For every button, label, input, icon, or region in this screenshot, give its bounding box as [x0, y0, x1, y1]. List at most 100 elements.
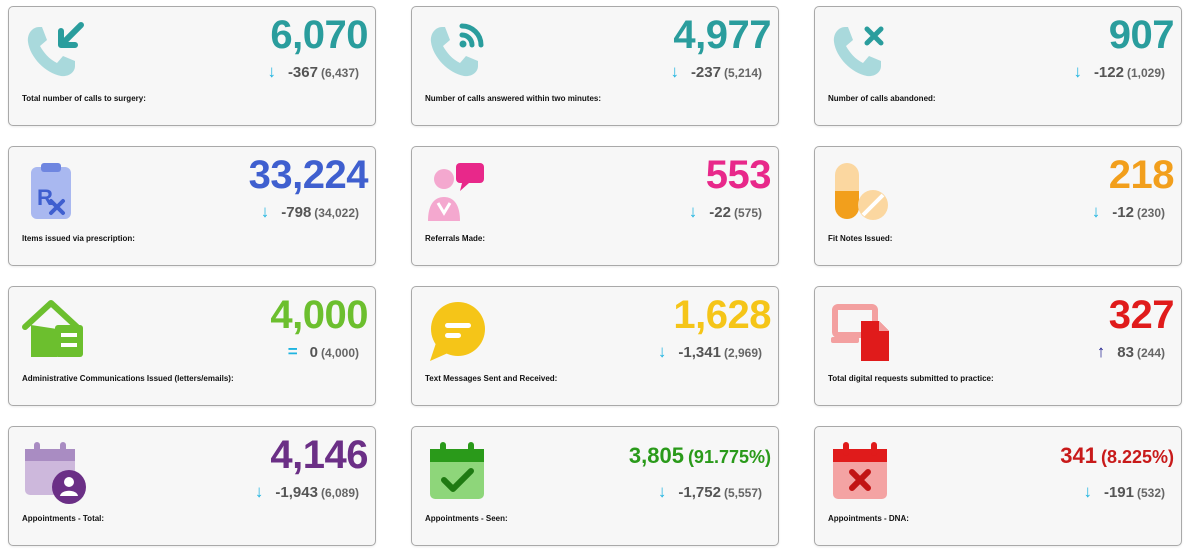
- stat-delta: ↓ -191 (532): [1083, 482, 1165, 503]
- arrow-down-icon: ↓: [260, 202, 270, 221]
- stat-change: 0: [309, 344, 318, 361]
- stat-value: 341 (8.225%): [1060, 441, 1174, 472]
- stat-label: Total digital requests submitted to prac…: [828, 374, 994, 383]
- arrow-down-icon: ↓: [657, 342, 667, 361]
- stat-delta: ↓ -798 (34,022): [261, 202, 359, 223]
- arrow-up-icon: ↑: [1096, 342, 1106, 361]
- stat-value-number: 341: [1060, 443, 1097, 468]
- stat-label: Total number of calls to surgery:: [22, 94, 146, 103]
- stat-label: Appointments - DNA:: [828, 514, 909, 523]
- stat-card-prescriptions: R 33,224 ↓ -798 (34,022) Items issued via …: [8, 146, 376, 266]
- stat-label: Administrative Communications Issued (le…: [22, 374, 234, 383]
- stat-delta: ↓ -237 (5,214): [670, 62, 762, 83]
- stat-previous: (230): [1136, 206, 1165, 220]
- stat-label: Appointments - Seen:: [425, 514, 508, 523]
- stat-change: 83: [1117, 344, 1134, 361]
- stat-delta: ↓ -1,752 (5,557): [658, 482, 762, 503]
- calendar-check-icon: [422, 435, 492, 505]
- arrow-down-icon: ↓: [688, 202, 698, 221]
- arrow-down-icon: ↓: [670, 62, 679, 81]
- calendar-cross-icon: [825, 435, 895, 505]
- stat-card-fit-notes: 218 ↓ -12 (230) Fit Notes Issued:: [814, 146, 1182, 266]
- stat-label: Number of calls abandoned:: [828, 94, 936, 103]
- stat-previous: (34,022): [314, 206, 359, 220]
- stat-value: 4,000: [270, 293, 368, 337]
- stat-delta: ↓ -22 (575): [689, 202, 762, 223]
- stat-previous: (2,969): [723, 346, 762, 360]
- stat-change: -798: [281, 204, 312, 221]
- prescription-icon: R: [19, 155, 89, 225]
- stat-card-appointments-seen: 3,805 (91.775%) ↓ -1,752 (5,557) Appointmen…: [411, 426, 779, 546]
- stat-previous: (532): [1136, 486, 1165, 500]
- stat-label: Items issued via prescription:: [22, 234, 135, 243]
- stat-value: 3,805 (91.775%): [629, 441, 771, 472]
- stat-value: 907: [1108, 13, 1175, 57]
- stat-card-text-messages: 1,628 ↓ -1,341 (2,969) Text Messages Sent …: [411, 286, 779, 406]
- arrow-down-icon: ↓: [1073, 62, 1082, 81]
- stat-change: -12: [1112, 204, 1134, 221]
- stat-label: Text Messages Sent and Received:: [425, 374, 558, 383]
- phone-incoming-icon: [19, 15, 89, 85]
- stat-previous: (5,557): [723, 486, 762, 500]
- stat-previous: (1,029): [1126, 66, 1165, 80]
- arrow-down-icon: ↓: [267, 62, 276, 81]
- stat-previous: (244): [1136, 346, 1165, 360]
- home-mail-icon: [19, 295, 89, 365]
- stat-previous: (575): [733, 206, 762, 220]
- stat-change: -1,943: [275, 484, 318, 501]
- stat-change: -1,341: [678, 344, 721, 361]
- phone-missed-icon: [825, 15, 895, 85]
- stat-previous: (5,214): [723, 66, 762, 80]
- stat-label: Referrals Made:: [425, 234, 486, 243]
- arrow-down-icon: ↓: [254, 482, 264, 501]
- stat-card-calls-answered: 4,977 ↓ -237 (5,214) Number of calls answe…: [411, 6, 779, 126]
- stat-card-appointments-total: 4,146 ↓ -1,943 (6,089) Appointments - Tota…: [8, 426, 376, 546]
- stat-card-calls-total: 6,070 ↓ -367 (6,437) Total number of calls…: [8, 6, 376, 126]
- stat-card-calls-abandoned: 907 ↓ -122 (1,029) Number of calls abandon…: [814, 6, 1182, 126]
- stat-percentage: (8.225%): [1100, 447, 1174, 467]
- stat-delta: = 0 (4,000): [288, 342, 359, 363]
- stat-delta: ↑ 83 (244): [1097, 342, 1165, 363]
- stat-previous: (4,000): [320, 346, 359, 360]
- arrow-down-icon: ↓: [1083, 482, 1092, 501]
- stat-value: 553: [705, 153, 772, 197]
- stat-card-appointments-dna: 341 (8.225%) ↓ -191 (532) Appointments - DN…: [814, 426, 1182, 546]
- stat-value: 218: [1108, 153, 1175, 197]
- stat-card-admin-communications: 4,000 = 0 (4,000) Administrative Communica…: [8, 286, 376, 406]
- stat-change: -367: [287, 64, 318, 81]
- stat-delta: ↓ -1,943 (6,089): [255, 482, 359, 503]
- stat-previous: (6,089): [320, 486, 359, 500]
- stat-label: Appointments - Total:: [22, 514, 105, 523]
- equal-icon: =: [287, 342, 298, 361]
- arrow-down-icon: ↓: [657, 482, 667, 501]
- chat-bubble-icon: [422, 295, 492, 365]
- phone-answered-icon: [422, 15, 492, 85]
- stat-delta: ↓ -12 (230): [1092, 202, 1165, 223]
- stat-change: -191: [1103, 484, 1134, 501]
- stat-value-number: 3,805: [628, 443, 684, 468]
- stat-value: 327: [1108, 293, 1175, 337]
- stat-label: Number of calls answered within two minu…: [425, 94, 602, 103]
- stat-delta: ↓ -367 (6,437): [267, 62, 359, 83]
- stat-percentage: (91.775%): [687, 447, 771, 467]
- stat-value: 6,070: [270, 13, 368, 57]
- arrow-down-icon: ↓: [1091, 202, 1101, 221]
- stat-value: 4,146: [270, 433, 368, 477]
- stat-change: -1,752: [678, 484, 721, 501]
- referral-icon: [422, 155, 492, 225]
- stat-previous: (6,437): [320, 66, 359, 80]
- stat-label: Fit Notes Issued:: [828, 234, 893, 243]
- stat-card-referrals: 553 ↓ -22 (575) Referrals Made:: [411, 146, 779, 266]
- stat-card-digital-requests: 327 ↑ 83 (244) Total digital requests subm…: [814, 286, 1182, 406]
- svg-text:R: R: [37, 185, 53, 210]
- stat-delta: ↓ -1,341 (2,969): [658, 342, 762, 363]
- pills-icon: [825, 155, 895, 225]
- stat-delta: ↓ -122 (1,029): [1073, 62, 1165, 83]
- stat-value: 33,224: [248, 153, 369, 197]
- stat-change: -122: [1093, 64, 1124, 81]
- stat-value: 4,977: [673, 13, 771, 57]
- stat-value: 1,628: [673, 293, 771, 337]
- stat-change: -22: [709, 204, 731, 221]
- calendar-person-icon: [19, 435, 89, 505]
- stat-change: -237: [690, 64, 721, 81]
